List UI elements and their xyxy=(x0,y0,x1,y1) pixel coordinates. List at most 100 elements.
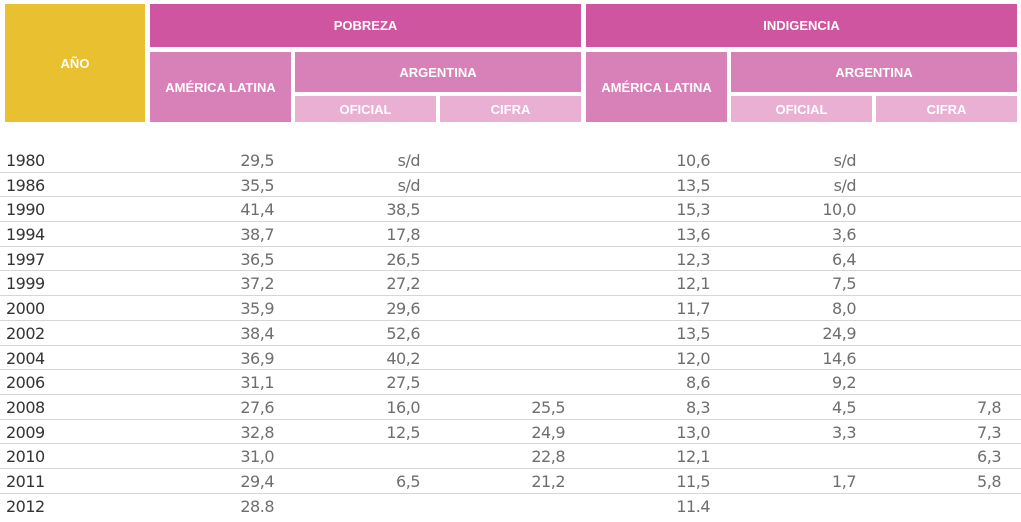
indigence-official-cell: 10,0 xyxy=(822,200,856,220)
poverty-cifra-cell xyxy=(440,222,565,246)
header-indigence-official: OFICIAL xyxy=(731,96,872,122)
indigence-latam-cell: 8,3 xyxy=(686,397,710,417)
indigence-cifra-cell xyxy=(876,370,1001,394)
poverty-cifra-cell: 24,9 xyxy=(531,422,565,442)
poverty-latam-cell: 36,5 xyxy=(240,249,274,269)
table-row: 1999 37,2 27,2 12,1 7,5 xyxy=(0,271,1021,297)
poverty-latam-cell: 36,9 xyxy=(240,348,274,368)
indigence-official-cell: 3,3 xyxy=(832,422,856,442)
poverty-official-cell: 17,8 xyxy=(386,225,420,245)
poverty-cifra-cell xyxy=(440,296,565,320)
data-table-body: 1980 29,5 s/d 10,6 s/d 1986 35,5 s/d 13,… xyxy=(0,148,1021,518)
header-poverty-label: POBREZA xyxy=(333,18,398,33)
indigence-latam-cell: 8,6 xyxy=(686,373,710,393)
poverty-latam-cell: 38,4 xyxy=(240,323,274,343)
header-poverty-cifra-label: CIFRA xyxy=(490,101,531,117)
poverty-official-cell: 16,0 xyxy=(386,397,420,417)
header-indigence-cifra: CIFRA xyxy=(876,96,1017,122)
year-cell: 2004 xyxy=(6,348,45,368)
table-row: 1980 29,5 s/d 10,6 s/d xyxy=(0,148,1021,173)
poverty-latam-cell: 31,1 xyxy=(240,373,274,393)
poverty-latam-cell: 35,9 xyxy=(240,299,274,319)
poverty-latam-cell: 31,0 xyxy=(240,447,274,467)
indigence-cifra-cell xyxy=(876,321,1001,345)
indigence-cifra-cell xyxy=(876,173,1001,197)
poverty-official-cell: 40,2 xyxy=(386,348,420,368)
header-year-label: AÑO xyxy=(60,55,90,71)
indigence-cifra-cell xyxy=(876,494,1001,518)
indigence-latam-cell: 12,0 xyxy=(676,348,710,368)
poverty-cifra-cell xyxy=(440,271,565,295)
indigence-latam-cell: 13,6 xyxy=(676,225,710,245)
indigence-official-cell: s/d xyxy=(833,175,857,195)
poverty-latam-cell: 37,2 xyxy=(240,274,274,294)
indigence-official-cell xyxy=(730,494,856,518)
poverty-cifra-cell xyxy=(440,346,565,370)
poverty-official-cell: 6,5 xyxy=(396,471,420,491)
poverty-official-cell: 27,2 xyxy=(386,274,420,294)
header-poverty-argentina-label: ARGENTINA xyxy=(399,64,477,80)
poverty-latam-cell: 41,4 xyxy=(240,200,274,220)
indigence-cifra-cell xyxy=(876,247,1001,271)
year-cell: 1986 xyxy=(6,175,45,195)
table-row: 2004 36,9 40,2 12,0 14,6 xyxy=(0,346,1021,371)
poverty-cifra-cell: 22,8 xyxy=(531,447,565,467)
year-cell: 1980 xyxy=(6,151,45,170)
header-poverty-latam: AMÉRICA LATINA xyxy=(150,52,291,122)
indigence-cifra-cell: 7,3 xyxy=(977,422,1001,442)
year-cell: 2012 xyxy=(6,496,45,516)
indigence-cifra-cell: 5,8 xyxy=(977,471,1001,491)
header-indigence-cifra-label: CIFRA xyxy=(926,101,967,117)
table-row: 2006 31,1 27,5 8,6 9,2 xyxy=(0,370,1021,395)
indigence-cifra-cell: 6,3 xyxy=(977,447,1001,467)
indigence-cifra-cell: 7,8 xyxy=(977,397,1001,417)
indigence-cifra-cell xyxy=(876,271,1001,295)
indigence-latam-cell: 13,0 xyxy=(676,422,710,442)
poverty-latam-cell: 29,5 xyxy=(240,151,274,170)
indigence-latam-cell: 11,7 xyxy=(676,299,710,319)
year-cell: 2002 xyxy=(6,323,45,343)
poverty-official-cell: 38,5 xyxy=(386,200,420,220)
table-row: 2011 29,4 6,5 21,2 11,5 1,7 5,8 xyxy=(0,469,1021,494)
poverty-cifra-cell: 25,5 xyxy=(531,397,565,417)
year-cell: 2006 xyxy=(6,373,45,393)
indigence-official-cell: s/d xyxy=(833,151,857,170)
header-poverty-official-label: OFICIAL xyxy=(339,101,392,117)
poverty-cifra-cell xyxy=(440,173,565,197)
poverty-cifra-cell xyxy=(440,247,565,271)
year-cell: 1997 xyxy=(6,249,45,269)
poverty-latam-cell: 28.8 xyxy=(240,496,274,516)
indigence-cifra-cell xyxy=(876,222,1001,246)
indigence-official-cell: 14,6 xyxy=(822,348,856,368)
poverty-cifra-cell xyxy=(440,370,565,394)
poverty-official-cell: s/d xyxy=(397,151,421,170)
year-cell: 2000 xyxy=(6,299,45,319)
poverty-cifra-cell xyxy=(440,148,565,172)
poverty-official-cell: 26,5 xyxy=(386,249,420,269)
indigence-latam-cell: 11.4 xyxy=(676,496,710,516)
indigence-official-cell: 9,2 xyxy=(832,373,856,393)
header-poverty-latam-label: AMÉRICA LATINA xyxy=(165,79,276,95)
indigence-latam-cell: 15,3 xyxy=(676,200,710,220)
table-row: 2002 38,4 52,6 13,5 24,9 xyxy=(0,321,1021,346)
poverty-official-cell xyxy=(294,444,420,468)
table-row: 1997 36,5 26,5 12,3 6,4 xyxy=(0,247,1021,272)
indigence-cifra-cell xyxy=(876,346,1001,370)
poverty-cifra-cell xyxy=(440,494,565,518)
indigence-official-cell xyxy=(730,444,856,468)
poverty-cifra-cell xyxy=(440,197,565,221)
header-poverty-argentina: ARGENTINA xyxy=(295,52,581,92)
year-cell: 1990 xyxy=(6,200,45,220)
table-row: 2012 28.8 11.4 xyxy=(0,494,1021,519)
indigence-latam-cell: 11,5 xyxy=(676,471,710,491)
table-row: 2000 35,9 29,6 11,7 8,0 xyxy=(0,296,1021,321)
header-indigence-latam-label: AMÉRICA LATINA xyxy=(601,79,712,95)
header-indigence-argentina-label: ARGENTINA xyxy=(835,64,913,80)
header-indigence-label: INDIGENCIA xyxy=(763,18,840,33)
poverty-latam-cell: 29,4 xyxy=(240,471,274,491)
indigence-latam-cell: 12,1 xyxy=(676,274,710,294)
poverty-latam-cell: 35,5 xyxy=(240,175,274,195)
indigence-official-cell: 7,5 xyxy=(832,274,856,294)
indigence-latam-cell: 10,6 xyxy=(676,151,710,170)
table-row: 2009 32,8 12,5 24,9 13,0 3,3 7,3 xyxy=(0,420,1021,445)
